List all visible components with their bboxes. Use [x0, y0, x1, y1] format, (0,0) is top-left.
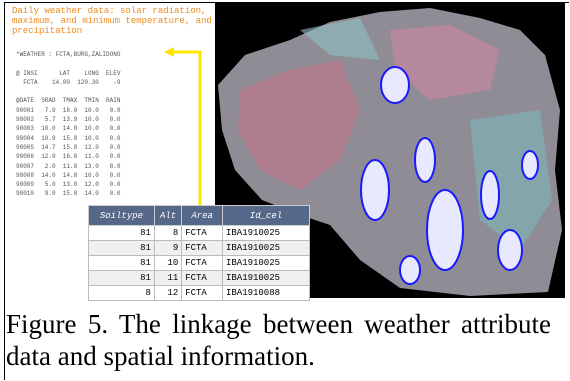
table-cell: FCTA	[182, 271, 223, 286]
map-patch	[400, 256, 420, 284]
table-cell: FCTA	[182, 256, 223, 271]
table-cell: 81	[89, 226, 155, 241]
arrow-head	[164, 47, 174, 57]
column-header: Area	[182, 206, 223, 226]
table-cell: IBA1910025	[223, 241, 310, 256]
weather-line: 98007 2.0 11.8 13.0 8.0	[16, 162, 120, 171]
weather-line: 98004 10.9 15.8 10.0 0.0	[16, 134, 120, 143]
link-arrow	[170, 52, 200, 205]
weather-line: @DATE SRAD TMAX TMIN RAIN	[16, 96, 120, 105]
weather-line: 98010 9.0 15.8 14.0 0.0	[16, 189, 120, 198]
table-cell: IBA1910088	[223, 286, 310, 301]
table-cell: 12	[154, 286, 181, 301]
map-patch	[481, 171, 499, 219]
weather-line: FCTA 14.00 120.30 -9	[16, 78, 120, 87]
table-cell: 9	[154, 241, 181, 256]
page: Daily weather data: solar radiation, max…	[0, 0, 570, 381]
weather-line: *WEATHER : FCTA,BURG,ZALIDONO	[16, 50, 120, 59]
weather-line: 98002 5.7 13.9 10.0 0.0	[16, 115, 120, 124]
column-header: Id_cel	[223, 206, 310, 226]
weather-line: 98001 7.9 18.0 10.0 0.0	[16, 106, 120, 115]
table-cell: 81	[89, 241, 155, 256]
table-cell: FCTA	[182, 286, 223, 301]
weather-file: *WEATHER : FCTA,BURG,ZALIDONO @ INSI LAT …	[16, 50, 120, 199]
weather-line	[16, 59, 120, 68]
table-cell: 81	[89, 271, 155, 286]
map-patch	[381, 67, 409, 103]
table-cell: 8	[89, 286, 155, 301]
weather-line	[16, 87, 120, 96]
table-cell: 10	[154, 256, 181, 271]
map-patch	[498, 230, 522, 270]
table-cell: IBA1910025	[223, 271, 310, 286]
column-header: Alt	[154, 206, 181, 226]
weather-line: 98008 14.0 14.8 16.0 0.0	[16, 171, 120, 180]
weather-line: 98003 10.0 14.8 10.0 0.0	[16, 124, 120, 133]
header-text: Daily weather data: solar radiation, max…	[12, 6, 227, 36]
column-header: Soiltype	[89, 206, 155, 226]
caption: Figure 5. The linkage between weather at…	[6, 308, 551, 372]
table-cell: 81	[89, 256, 155, 271]
table-cell: IBA1910025	[223, 256, 310, 271]
table-cell: 11	[154, 271, 181, 286]
table-cell: FCTA	[182, 226, 223, 241]
map-patch	[522, 151, 538, 179]
table-cell: IBA1910025	[223, 226, 310, 241]
map-patch	[427, 190, 463, 270]
weather-line: 98005 14.7 15.8 12.0 0.0	[16, 143, 120, 152]
table-cell: 8	[154, 226, 181, 241]
map-patch	[361, 160, 389, 220]
weather-line: 98009 5.0 13.8 12.0 0.0	[16, 180, 120, 189]
weather-line: @ INSI LAT LONG ELEV	[16, 69, 120, 78]
map-patch	[415, 138, 435, 182]
table-cell: FCTA	[182, 241, 223, 256]
weather-line: 98006 12.9 16.8 11.0 0.0	[16, 152, 120, 161]
